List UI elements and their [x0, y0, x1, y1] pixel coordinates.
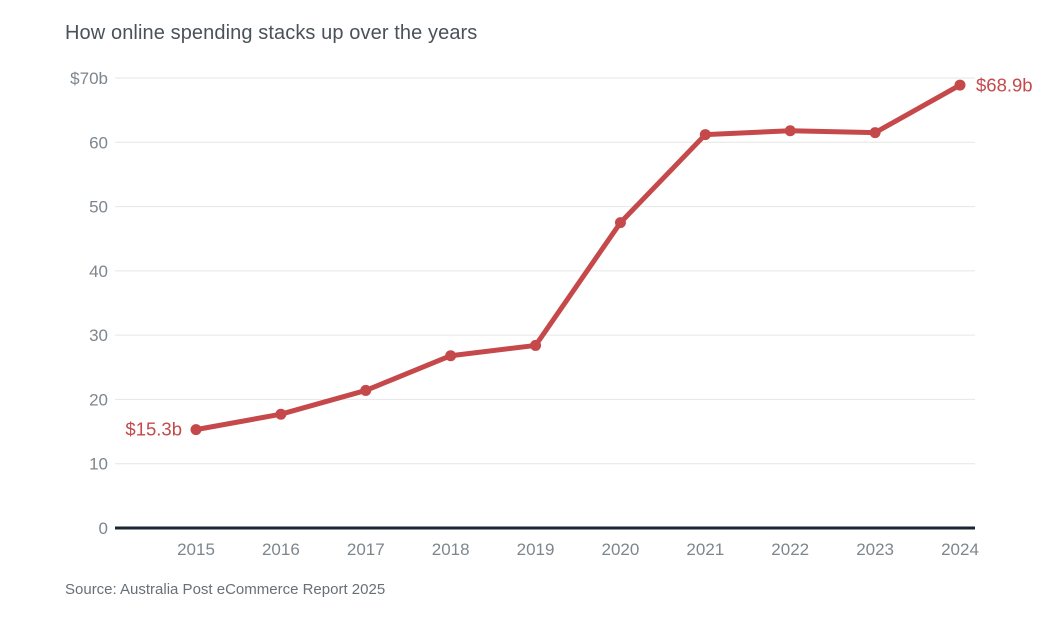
x-tick-label: 2018: [432, 540, 470, 559]
data-point: [954, 79, 966, 91]
x-tick-label: 2017: [347, 540, 385, 559]
data-point: [190, 424, 202, 436]
y-tick-label: 60: [89, 133, 108, 152]
data-point: [360, 384, 372, 396]
y-tick-label: 40: [89, 262, 108, 281]
chart-title: How online spending stacks up over the y…: [65, 22, 478, 44]
x-tick-label: 2015: [177, 540, 215, 559]
y-tick-label: 0: [99, 519, 108, 538]
spending-line: [193, 82, 963, 433]
first-point-label: $15.3b: [125, 419, 182, 440]
last-point-label: $68.9b: [976, 75, 1033, 96]
data-point: [275, 408, 287, 420]
x-tick-label: 2020: [602, 540, 640, 559]
y-tick-label: 10: [89, 455, 108, 474]
data-point: [869, 127, 881, 139]
x-tick-label: 2016: [262, 540, 300, 559]
data-point: [699, 129, 711, 141]
x-tick-label: 2022: [771, 540, 809, 559]
x-tick-label: 2021: [686, 540, 724, 559]
x-tick-label: 2019: [517, 540, 555, 559]
source-note: Source: Australia Post eCommerce Report …: [65, 581, 386, 598]
y-tick-label: 20: [89, 390, 108, 409]
x-tick-label: 2024: [941, 540, 979, 559]
data-point: [784, 125, 796, 137]
data-point: [614, 217, 626, 229]
data-point: [530, 339, 542, 351]
y-tick-label: $70b: [70, 69, 108, 88]
x-tick-label: 2023: [856, 540, 894, 559]
data-point: [445, 350, 457, 362]
y-tick-label: 50: [89, 198, 108, 217]
y-tick-label: 30: [89, 326, 108, 345]
